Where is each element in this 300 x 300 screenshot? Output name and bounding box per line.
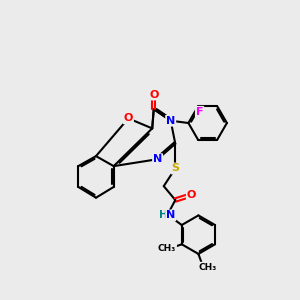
Text: O: O	[149, 89, 158, 100]
Text: N: N	[166, 116, 175, 126]
Text: N: N	[166, 210, 175, 220]
Text: O: O	[187, 190, 196, 200]
Text: N: N	[153, 154, 162, 164]
Text: F: F	[196, 107, 203, 117]
Text: H: H	[159, 210, 168, 220]
Text: O: O	[124, 113, 133, 123]
Text: CH₃: CH₃	[199, 262, 217, 272]
Text: S: S	[171, 164, 179, 173]
Text: CH₃: CH₃	[158, 244, 176, 253]
